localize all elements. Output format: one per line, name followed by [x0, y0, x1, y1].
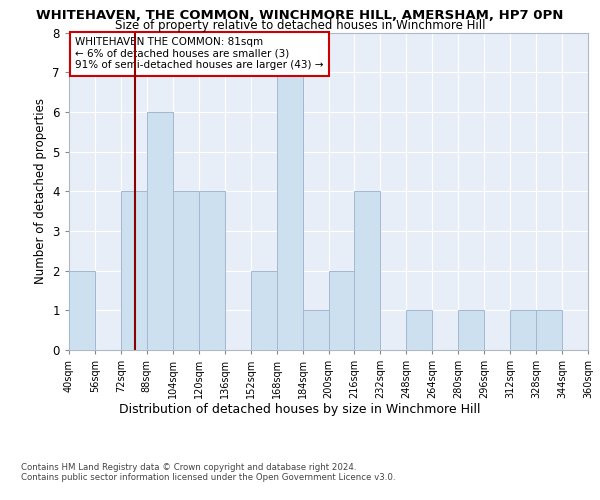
Bar — [199, 191, 225, 350]
Bar — [173, 191, 199, 350]
Bar — [251, 270, 277, 350]
Text: Contains HM Land Registry data © Crown copyright and database right 2024.: Contains HM Land Registry data © Crown c… — [21, 462, 356, 471]
Bar — [147, 112, 173, 350]
Text: WHITEHAVEN THE COMMON: 81sqm
← 6% of detached houses are smaller (3)
91% of semi: WHITEHAVEN THE COMMON: 81sqm ← 6% of det… — [75, 38, 324, 70]
Bar — [406, 310, 432, 350]
Text: Contains public sector information licensed under the Open Government Licence v3: Contains public sector information licen… — [21, 472, 395, 482]
Bar — [121, 191, 147, 350]
Bar — [355, 191, 380, 350]
Bar — [277, 72, 302, 350]
Bar — [329, 270, 355, 350]
Bar — [510, 310, 536, 350]
Bar — [69, 270, 95, 350]
Bar — [302, 310, 329, 350]
Bar — [536, 310, 562, 350]
Text: WHITEHAVEN, THE COMMON, WINCHMORE HILL, AMERSHAM, HP7 0PN: WHITEHAVEN, THE COMMON, WINCHMORE HILL, … — [37, 9, 563, 22]
Text: Size of property relative to detached houses in Winchmore Hill: Size of property relative to detached ho… — [115, 19, 485, 32]
Bar — [458, 310, 484, 350]
Y-axis label: Number of detached properties: Number of detached properties — [34, 98, 47, 284]
Text: Distribution of detached houses by size in Winchmore Hill: Distribution of detached houses by size … — [119, 402, 481, 415]
